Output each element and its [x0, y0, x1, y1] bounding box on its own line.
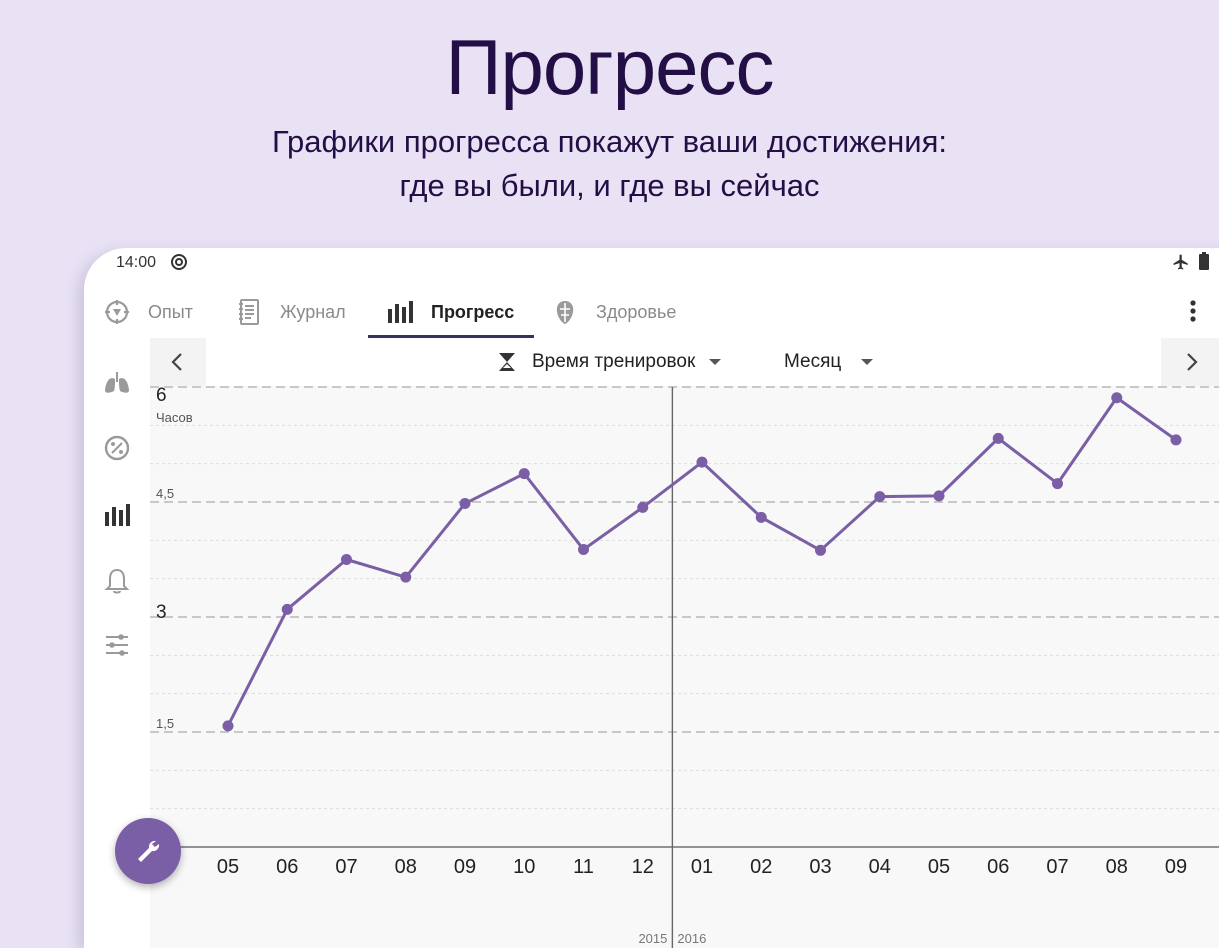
x-tick-label: 10 [513, 856, 535, 878]
x-tick-label: 09 [1165, 856, 1187, 878]
progress-chart-panel: 6 3 4,5 1,5 Часов 05 06 07 08 09 10 11 12 01 02 03 04 05 0… [150, 338, 1219, 948]
promo-subtitle-line-2: где вы были, и где вы сейчас [399, 168, 820, 203]
x-tick-label: 02 [750, 856, 772, 878]
bell-icon[interactable] [102, 566, 132, 596]
health-icon [556, 301, 574, 324]
y-tick-label-major: 6 [156, 385, 167, 406]
tab-label: Прогресс [431, 301, 515, 322]
data-point [1052, 478, 1063, 490]
x-tick-label: 06 [987, 856, 1009, 878]
x-tick-label: 05 [217, 856, 239, 878]
y-tick-label-major: 3 [156, 602, 167, 623]
chevron-left-icon [171, 353, 182, 371]
more-vert-icon[interactable] [1178, 296, 1208, 326]
tab-health[interactable]: Здоровье [550, 286, 676, 338]
tab-label: Опыт [148, 301, 193, 322]
x-tick-label: 09 [454, 856, 476, 878]
status-time: 14:00 [116, 254, 157, 271]
data-point [815, 544, 826, 556]
y-tick-label-minor: 1,5 [156, 716, 174, 731]
series-line [226, 396, 1177, 727]
progress-line-chart: 6 3 4,5 1,5 Часов 05 06 07 08 09 10 11 12 01 02 03 04 05 0… [150, 385, 1219, 948]
x-tick-label: 01 [691, 856, 713, 878]
x-tick-label: 12 [632, 856, 654, 878]
percent-gauge-icon[interactable] [102, 433, 132, 463]
hourglass-icon [499, 353, 515, 371]
data-point [933, 490, 945, 502]
metric-dropdown[interactable]: Время тренировок [496, 338, 722, 386]
x-tick-label: 08 [1106, 856, 1128, 878]
data-point [637, 501, 649, 513]
y-axis-unit-label: Часов [156, 410, 193, 425]
x-tick-label: 05 [928, 856, 950, 878]
bar-chart-icon [388, 301, 413, 323]
y-tick-label-minor: 4,5 [156, 486, 174, 501]
metric-dropdown-label: Время тренировок [532, 351, 696, 372]
data-point [222, 720, 234, 732]
battery-icon [1199, 252, 1209, 270]
bar-chart-icon[interactable] [102, 500, 132, 530]
data-point [459, 498, 471, 510]
data-point [1170, 434, 1182, 446]
tab-experience[interactable]: Опыт [102, 286, 193, 338]
data-point [755, 511, 767, 523]
chart-controls: Время тренировок Месяц [206, 338, 1161, 386]
tab-journal[interactable]: Журнал [234, 286, 346, 338]
data-point [578, 544, 589, 556]
x-tick-label: 03 [809, 856, 831, 878]
period-dropdown[interactable]: Месяц [784, 338, 874, 386]
data-point [281, 603, 293, 615]
promo-title: Прогресс [445, 23, 774, 111]
data-point [341, 554, 352, 565]
caret-down-icon [861, 359, 874, 365]
chevron-right-icon [1187, 353, 1198, 371]
x-tick-label: 06 [276, 856, 298, 878]
data-point [992, 432, 1004, 444]
promo-subtitle: Графики прогресса покажут ваши достижени… [0, 120, 1219, 208]
x-tick-label: 07 [1046, 856, 1068, 878]
x-tick-label: 04 [869, 856, 891, 878]
next-period-button[interactable] [1161, 338, 1219, 386]
tab-progress[interactable]: Прогресс [385, 286, 514, 338]
promo-subtitle-line-1: Графики прогресса покажут ваши достижени… [272, 124, 947, 159]
tab-label: Здоровье [596, 301, 677, 322]
wrench-icon [138, 840, 160, 862]
main-tabbar: Опыт Журнал Прогресс Здоровье [84, 286, 1219, 338]
x-tick-label: 07 [335, 856, 357, 878]
year-label: 2016 [677, 931, 706, 946]
data-point [400, 571, 412, 583]
data-point [874, 491, 886, 503]
x-tick-label: 08 [395, 856, 417, 878]
airplane-mode-icon [1173, 254, 1188, 270]
x-tick-label: 11 [573, 856, 594, 878]
sync-status-icon [171, 254, 187, 270]
data-point [518, 468, 530, 480]
caret-down-icon [709, 359, 722, 365]
previous-period-button[interactable] [150, 338, 206, 386]
sliders-icon[interactable] [102, 630, 132, 660]
compass-icon [105, 300, 129, 324]
tab-label: Журнал [280, 301, 346, 322]
year-label: 2015 [638, 931, 667, 946]
tools-fab[interactable] [115, 818, 181, 884]
journal-icon [239, 299, 259, 325]
data-point [1111, 392, 1123, 404]
data-point [696, 456, 708, 468]
period-dropdown-label: Месяц [784, 351, 842, 372]
lungs-icon[interactable] [102, 368, 132, 398]
tablet-screen: 14:00 Опыт Журнал [84, 248, 1219, 948]
active-tab-indicator [368, 335, 534, 338]
